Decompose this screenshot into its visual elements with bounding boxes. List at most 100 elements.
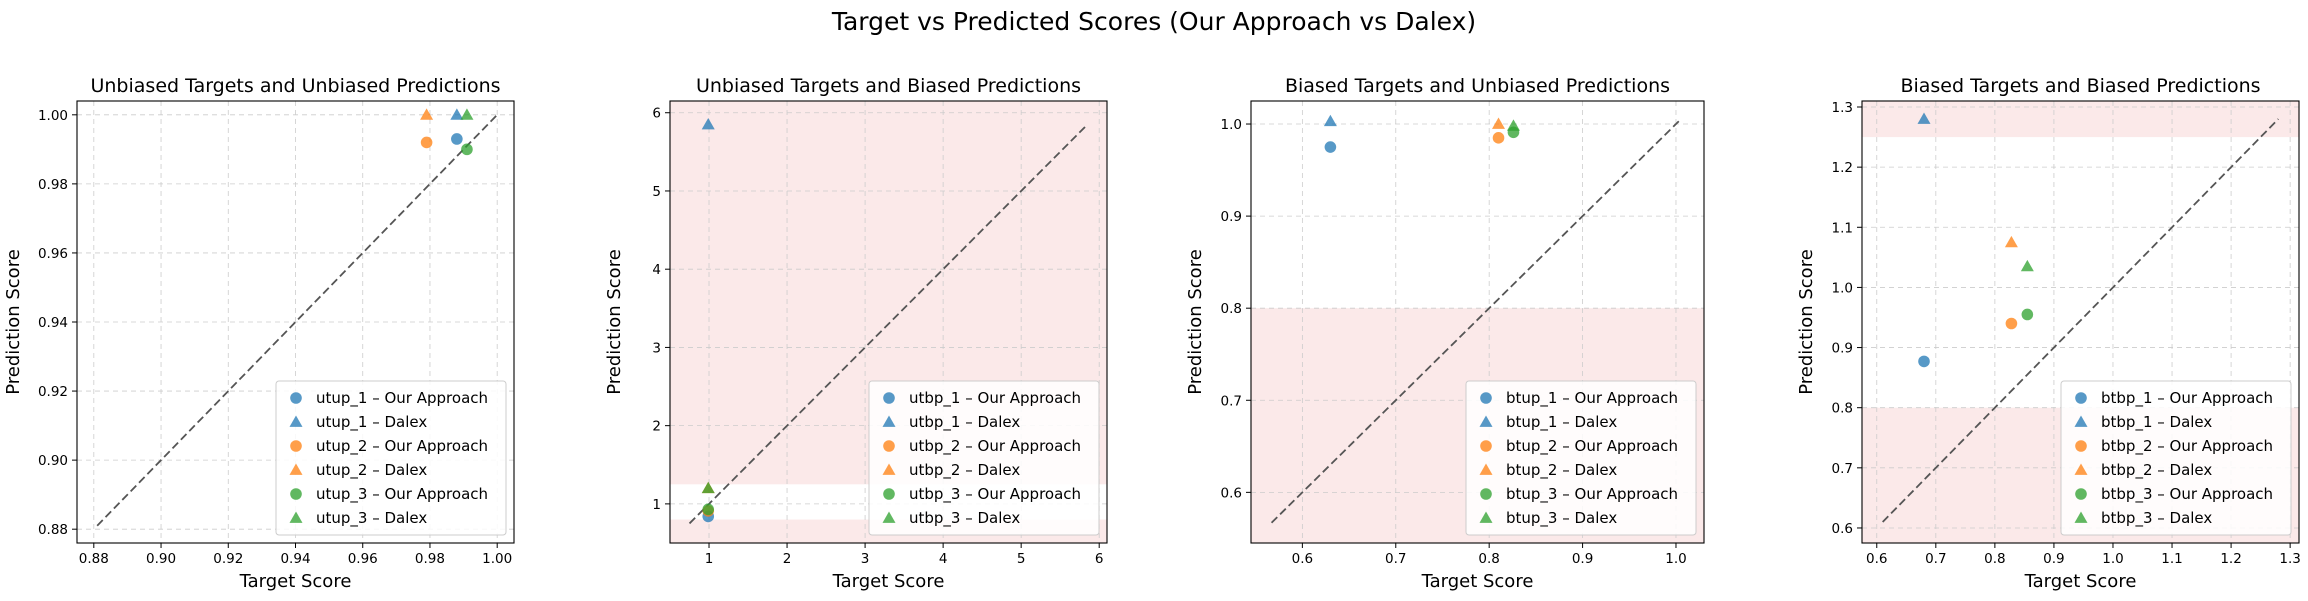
legend-label: btbp_1 – Our Approach bbox=[2101, 389, 2273, 408]
legend-marker bbox=[289, 463, 303, 475]
chart-panel-4: 0.6 0.7 0.8 0.9 1.0 1.1 1.2 1.3 0.6 0.7 0.8 0.9 1.0 1… bbox=[1796, 75, 2301, 592]
legend-marker bbox=[1479, 463, 1493, 475]
y-tick-label: 1.0 bbox=[1221, 117, 1242, 133]
legend-label: utup_3 – Dalex bbox=[316, 509, 427, 528]
y-tick-label: 2 bbox=[652, 419, 661, 435]
x-tick-label: 3 bbox=[861, 551, 870, 567]
data-point bbox=[460, 108, 474, 120]
x-tick-label: 0.7 bbox=[1925, 551, 1946, 567]
legend-label: btup_2 – Dalex bbox=[1506, 461, 1617, 480]
y-tick-label: 3 bbox=[652, 340, 661, 356]
legend-marker bbox=[882, 511, 896, 523]
legend-marker bbox=[882, 415, 896, 427]
y-axis-label: Prediction Score bbox=[604, 249, 625, 395]
y-tick-label: 6 bbox=[652, 106, 661, 122]
axes-frame bbox=[1250, 100, 1705, 544]
chart-title: Unbiased Targets and Unbiased Prediction… bbox=[90, 75, 500, 97]
chart-panel-2: 1 2 3 4 5 6 1 2 3 4 5 6 Unbiased Targets and Biased … bbox=[604, 75, 1108, 592]
data-point bbox=[2021, 308, 2034, 321]
axes-frame bbox=[1861, 100, 2300, 544]
x-tick-label: 0.92 bbox=[213, 551, 243, 567]
y-axis-label: Prediction Score bbox=[3, 249, 24, 395]
data-point bbox=[1492, 132, 1505, 144]
x-tick-label: 4 bbox=[939, 551, 948, 567]
chart-title: Biased Targets and Biased Predictions bbox=[1900, 75, 2260, 97]
legend-label: utbp_1 – Our Approach bbox=[909, 389, 1081, 408]
x-tick-label: 0.96 bbox=[348, 551, 378, 567]
legend-label: btup_1 – Our Approach bbox=[1506, 389, 1678, 408]
legend-marker bbox=[2074, 463, 2088, 475]
data-point bbox=[451, 133, 463, 145]
legend-marker bbox=[883, 392, 895, 404]
legend-marker bbox=[290, 440, 302, 452]
figure-title: Target vs Predicted Scores (Our Approach… bbox=[831, 7, 1476, 36]
legend-marker bbox=[2074, 415, 2088, 427]
data-point bbox=[1492, 117, 1506, 129]
data-point bbox=[1918, 355, 1930, 368]
data-point bbox=[2020, 259, 2034, 272]
x-tick-label: 1.3 bbox=[2279, 551, 2300, 567]
y-tick-label: 0.90 bbox=[38, 453, 68, 469]
y-tick-label: 0.9 bbox=[1221, 209, 1242, 225]
x-axis-label: Target Score bbox=[239, 571, 352, 592]
legend-label: utbp_1 – Dalex bbox=[909, 413, 1020, 432]
legend: utbp_1 – Our Approach utbp_1 – Dalex utbp_… bbox=[868, 380, 1100, 536]
legend-marker bbox=[1480, 392, 1492, 404]
x-tick-label: 5 bbox=[1017, 551, 1026, 567]
x-tick-label: 1.00 bbox=[482, 551, 512, 567]
x-tick-label: 0.90 bbox=[146, 551, 176, 567]
legend-marker bbox=[1479, 415, 1493, 427]
x-tick-label: 1.0 bbox=[1665, 551, 1686, 567]
legend-label: btbp_1 – Dalex bbox=[2101, 413, 2212, 432]
legend-label: utup_1 – Our Approach bbox=[316, 389, 488, 408]
data-point bbox=[2004, 235, 2018, 248]
x-tick-label: 0.8 bbox=[1984, 551, 2005, 567]
y-tick-label: 0.7 bbox=[1832, 461, 1853, 477]
legend-label: btup_3 – Dalex bbox=[1506, 509, 1617, 528]
legend: btup_1 – Our Approach btup_1 – Dalex btup_… bbox=[1465, 380, 1697, 536]
chart-title: Unbiased Targets and Biased Predictions bbox=[696, 75, 1081, 97]
data-point bbox=[1917, 112, 1931, 124]
y-tick-label: 0.6 bbox=[1221, 485, 1242, 501]
x-tick-label: 0.9 bbox=[1572, 551, 1593, 567]
x-tick-label: 1.1 bbox=[2161, 551, 2182, 567]
data-point bbox=[702, 503, 715, 516]
x-tick-label: 0.6 bbox=[1292, 551, 1313, 567]
legend-label: utup_2 – Our Approach bbox=[316, 437, 488, 456]
y-tick-label: 1.3 bbox=[1832, 100, 1853, 116]
legend-label: utup_3 – Our Approach bbox=[316, 485, 488, 504]
legend-marker bbox=[882, 463, 896, 475]
legend-label: btbp_2 – Dalex bbox=[2101, 461, 2212, 480]
legend: utup_1 – Our Approach utup_1 – Dalex utup_… bbox=[275, 380, 507, 536]
data-point bbox=[450, 108, 464, 120]
data-point bbox=[461, 143, 473, 156]
x-tick-label: 1.0 bbox=[2102, 551, 2123, 567]
y-tick-label: 0.8 bbox=[1221, 301, 1242, 317]
legend-marker bbox=[2075, 488, 2087, 500]
legend-box bbox=[2060, 380, 2292, 536]
legend-marker bbox=[290, 488, 302, 500]
x-tick-label: 0.88 bbox=[79, 551, 109, 567]
legend-marker bbox=[883, 488, 895, 500]
legend-marker bbox=[290, 392, 302, 404]
legend-label: utup_2 – Dalex bbox=[316, 461, 427, 480]
legend-marker bbox=[289, 415, 303, 427]
chart-panel-3: 0.6 0.7 0.8 0.9 1.0 0.6 0.7 0.8 0.9 1.0 Biased Tar… bbox=[1185, 75, 1705, 592]
y-tick-label: 5 bbox=[652, 184, 661, 200]
data-point bbox=[420, 108, 434, 120]
y-tick-label: 0.6 bbox=[1832, 521, 1853, 537]
y-tick-label: 4 bbox=[652, 262, 661, 278]
y-tick-label: 1.00 bbox=[38, 108, 68, 124]
legend-marker bbox=[1480, 440, 1492, 452]
y-tick-label: 0.92 bbox=[38, 384, 68, 400]
y-tick-label: 1.2 bbox=[1832, 160, 1853, 176]
legend-label: utup_1 – Dalex bbox=[316, 413, 427, 432]
legend-label: utbp_2 – Dalex bbox=[909, 461, 1020, 480]
legend-label: btbp_3 – Our Approach bbox=[2101, 485, 2273, 504]
x-axis-label: Target Score bbox=[1421, 571, 1534, 592]
legend-box bbox=[275, 380, 507, 536]
y-tick-label: 0.88 bbox=[38, 522, 68, 538]
legend-label: utbp_3 – Dalex bbox=[909, 509, 1020, 528]
data-point bbox=[420, 136, 433, 149]
